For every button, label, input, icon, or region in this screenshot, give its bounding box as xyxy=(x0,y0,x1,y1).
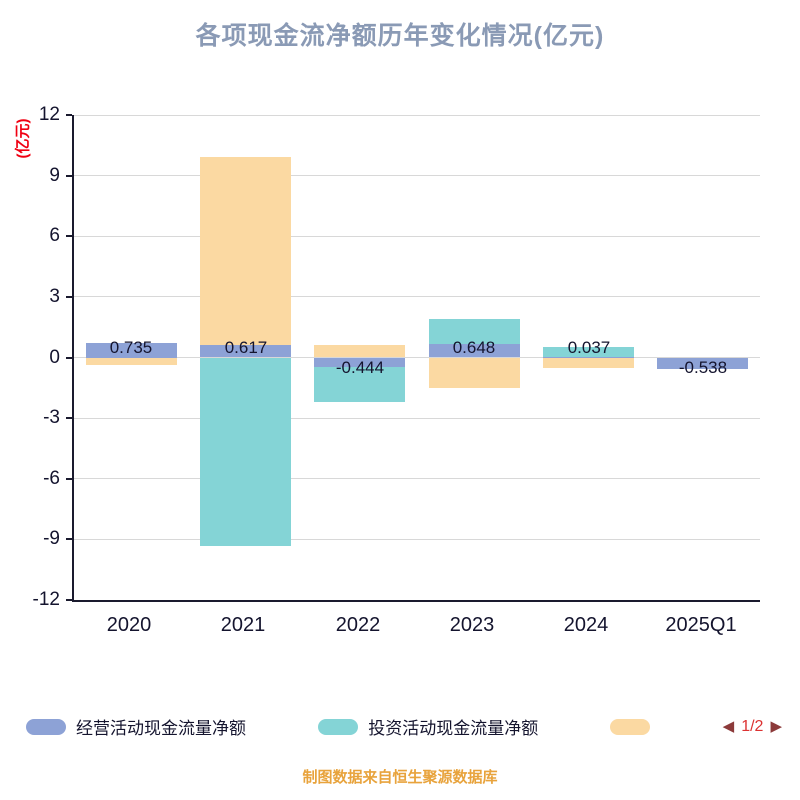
y-axis-tick-mark xyxy=(66,538,72,541)
bar-value-label: 0.037 xyxy=(567,338,611,357)
y-axis-tick-label: 12 xyxy=(38,104,60,125)
y-axis-tick-label: -6 xyxy=(43,467,60,489)
bar-series-0 xyxy=(543,357,634,358)
chart-title: 各项现金流净额历年变化情况(亿元) xyxy=(195,22,605,50)
y-axis-tick-label: 6 xyxy=(49,225,60,247)
y-axis-tick-label: 3 xyxy=(49,285,60,307)
legend-item-operating-cashflow[interactable]: 经营活动现金流量净额 xyxy=(26,714,246,739)
bar-series-0 xyxy=(200,345,291,357)
page-indicator: 1/2 xyxy=(741,717,764,735)
legend: 经营活动现金流量净额 投资活动现金流量净额 ◀ 1/2 ▶ xyxy=(26,714,782,739)
bar-series-2 xyxy=(429,358,520,388)
legend-swatch-orange xyxy=(610,718,651,735)
x-axis-tick-label: 2024 xyxy=(563,614,609,636)
bar-series-1 xyxy=(200,358,291,546)
gridline xyxy=(74,417,760,419)
gridline xyxy=(74,478,760,480)
gridline xyxy=(74,175,760,177)
legend-label-investing-cashflow: 投资活动现金流量净额 xyxy=(368,719,539,738)
bar-series-2 xyxy=(86,358,177,365)
bar-value-label: -0.444 xyxy=(335,358,385,377)
prev-page-icon[interactable]: ◀ xyxy=(722,718,735,735)
y-axis-tick-label: 0 xyxy=(49,346,60,368)
bar-series-0 xyxy=(429,344,520,357)
legend-swatch-blue xyxy=(26,718,66,735)
y-axis-tick-mark xyxy=(66,417,72,420)
y-axis-tick-mark xyxy=(66,477,72,480)
y-axis-tick-mark xyxy=(66,599,72,601)
y-axis-tick-mark xyxy=(66,235,72,238)
bar-value-label: 0.648 xyxy=(452,338,496,357)
data-source-caption: 制图数据来自恒生聚源数据库 xyxy=(302,769,498,786)
y-axis-tick-label: 9 xyxy=(49,164,60,186)
y-axis-tick-mark xyxy=(66,295,72,298)
y-axis-tick-mark xyxy=(66,114,72,116)
legend-swatch-teal xyxy=(318,718,359,735)
bar-series-2 xyxy=(314,345,405,357)
bar-series-2 xyxy=(200,157,291,357)
legend-item-third-series[interactable] xyxy=(610,718,651,735)
x-axis-tick-label: 2020 xyxy=(106,614,152,636)
legend-pager: ◀ 1/2 ▶ xyxy=(723,718,782,736)
x-axis-tick-label: 2023 xyxy=(449,614,495,636)
bar-value-label: 0.617 xyxy=(224,338,268,357)
bar-series-1 xyxy=(543,347,634,357)
bar-series-0 xyxy=(86,343,177,358)
gridline xyxy=(74,538,760,540)
y-axis-tick-label: -9 xyxy=(43,528,60,550)
y-axis-tick-mark xyxy=(66,356,72,359)
legend-label-operating-cashflow: 经营活动现金流量净额 xyxy=(76,719,246,738)
gridline xyxy=(74,235,760,237)
bar-series-0 xyxy=(657,358,748,369)
y-axis-tick-mark xyxy=(66,174,72,177)
gridline xyxy=(74,115,760,116)
x-axis-tick-label: 2022 xyxy=(335,614,381,636)
x-axis-tick-label: 2021 xyxy=(220,614,266,636)
y-axis-tick-label: -12 xyxy=(32,589,60,610)
gridline xyxy=(74,357,760,358)
bar-series-0 xyxy=(314,358,405,367)
next-page-icon[interactable]: ▶ xyxy=(770,718,782,735)
plot-area: 0.735 0.617 -0.444 0.648 0.037 -0.538 xyxy=(72,115,760,602)
x-axis-tick-label: 2025Q1 xyxy=(665,614,737,636)
gridline xyxy=(74,296,760,298)
bar-series-2 xyxy=(543,358,634,368)
y-axis-tick-label: -3 xyxy=(43,407,60,429)
bar-value-label: -0.538 xyxy=(678,358,728,377)
legend-item-investing-cashflow[interactable]: 投资活动现金流量净额 xyxy=(318,714,538,739)
bar-value-label: 0.735 xyxy=(109,338,153,357)
